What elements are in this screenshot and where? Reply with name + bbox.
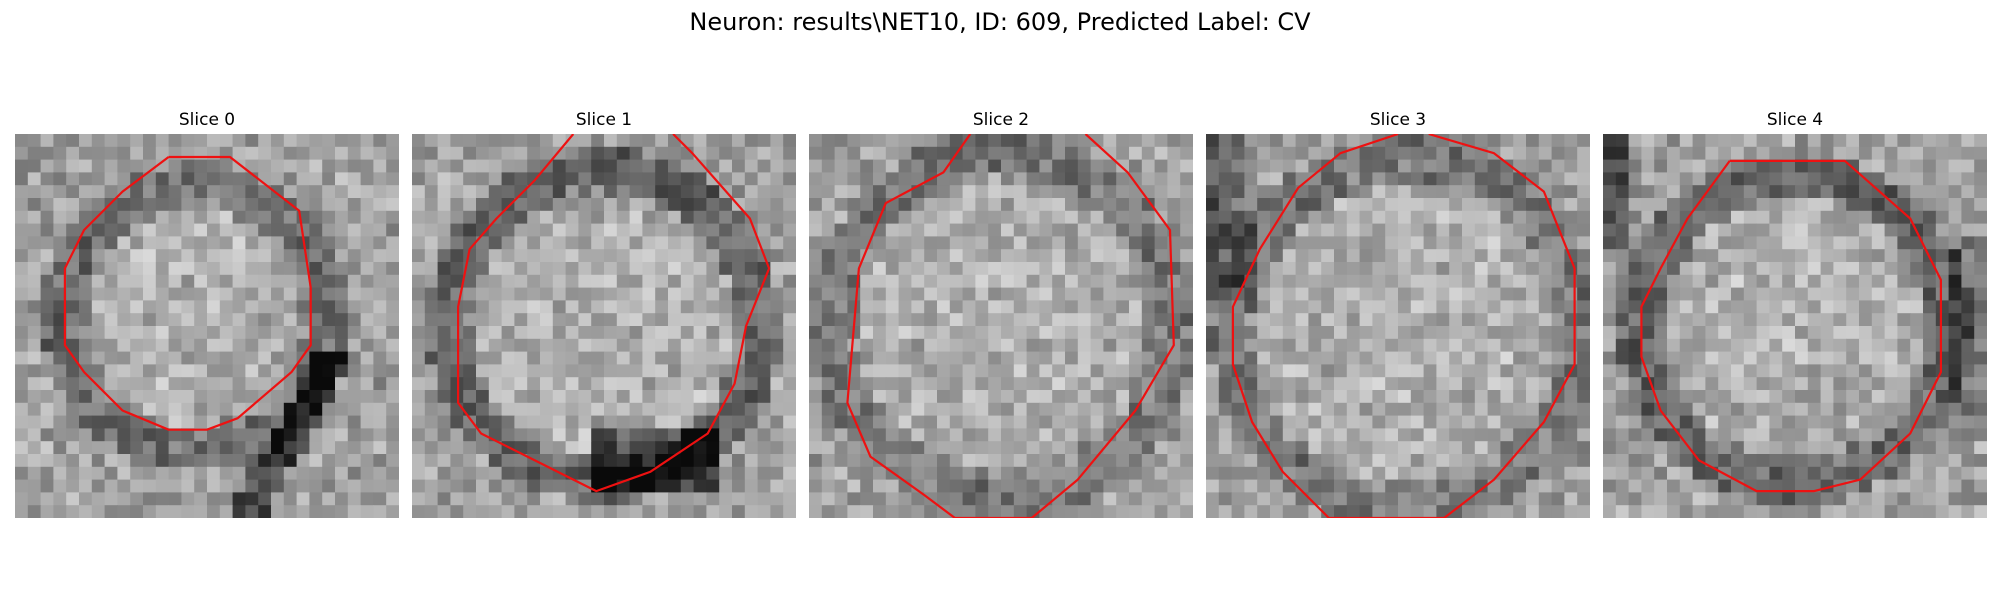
pixel-grid — [1603, 134, 1987, 518]
segmentation-contour — [846, 134, 1175, 518]
slice-panel-4: Slice 4 — [1603, 108, 1987, 518]
figure-title: Neuron: results\NET10, ID: 609, Predicte… — [689, 8, 1311, 36]
segmentation-contour — [63, 155, 312, 431]
slice-image-4 — [1603, 134, 1987, 518]
slice-panel-1: Slice 1 — [412, 108, 796, 518]
slice-title-3: Slice 3 — [1369, 110, 1427, 130]
segmentation-contour — [1640, 159, 1942, 493]
pixel-grid — [412, 134, 796, 518]
slice-image-0 — [15, 134, 399, 518]
segmentation-contour — [1231, 134, 1576, 518]
slice-title-4: Slice 4 — [1766, 110, 1824, 130]
slice-image-2 — [809, 134, 1193, 518]
slice-image-1 — [412, 134, 796, 518]
pixel-grid — [1206, 134, 1590, 518]
slice-title-1: Slice 1 — [575, 110, 633, 130]
segmentation-contour — [456, 134, 771, 493]
slice-panel-0: Slice 0 — [15, 108, 399, 518]
slice-image-3 — [1206, 134, 1590, 518]
pixel-grid — [15, 134, 399, 518]
slice-panel-3: Slice 3 — [1206, 108, 1590, 518]
slice-panel-2: Slice 2 — [809, 108, 1193, 518]
slice-title-0: Slice 0 — [178, 110, 236, 130]
pixel-grid — [809, 134, 1193, 518]
slice-title-2: Slice 2 — [972, 110, 1030, 130]
